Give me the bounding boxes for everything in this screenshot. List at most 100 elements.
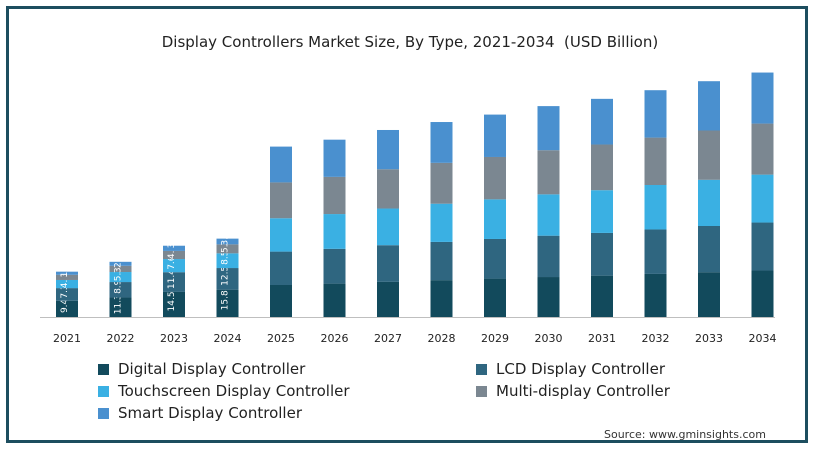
bar-segment (537, 277, 560, 317)
x-tick-label: 2022 (107, 332, 135, 345)
bar-segment (56, 279, 78, 289)
bar-segment (591, 190, 613, 233)
legend-label: LCD Display Controller (496, 360, 665, 378)
chart-frame (6, 6, 808, 443)
legend-swatch (476, 385, 487, 397)
bar-segment (377, 169, 399, 209)
bar-segment (216, 289, 239, 317)
bar-segment (484, 156, 506, 200)
data-label: 12.5 (221, 266, 231, 286)
data-label: 15.8 (221, 290, 231, 310)
bar-segment (163, 291, 185, 317)
bar-segment (430, 122, 453, 163)
bar-segment (751, 174, 774, 223)
data-label: 5.2 (221, 239, 231, 253)
data-label: 3 (167, 242, 177, 248)
data-label: 11.3 (114, 294, 124, 314)
bar-segment (109, 282, 132, 298)
bar-segment (270, 146, 292, 183)
bar-segment (537, 194, 560, 236)
bar-segment (644, 185, 667, 230)
bar-segment (216, 253, 239, 269)
bar-segment (270, 284, 292, 317)
bar-segment (698, 226, 720, 273)
bar-segment (591, 98, 613, 145)
legend-label: Digital Display Controller (118, 360, 306, 378)
bar-segment (323, 176, 346, 215)
bar-segment (537, 150, 560, 195)
legend-swatch (98, 385, 109, 397)
bar-segment (644, 90, 667, 138)
bar-segment (644, 137, 667, 186)
bar-segment (377, 208, 399, 246)
bar-segment (751, 72, 774, 124)
bar-segment (216, 238, 239, 245)
legend-swatch (98, 407, 109, 419)
bar-segment (323, 248, 346, 284)
bar-segment (163, 259, 185, 273)
legend-swatch (98, 363, 109, 375)
data-label: 14.5 (167, 291, 177, 311)
bar-segment (430, 280, 453, 317)
bar-segment (591, 275, 613, 317)
bar-segment (56, 288, 78, 301)
legend-label: Smart Display Controller (118, 404, 302, 422)
bar-segment (109, 272, 132, 283)
x-tick-label: 2027 (374, 332, 402, 345)
x-tick-label: 2023 (160, 332, 188, 345)
x-tick-label: 2024 (214, 332, 242, 345)
bar-segment (163, 245, 185, 251)
data-label: 11.4 (167, 269, 177, 289)
bar-segment (591, 144, 613, 191)
bar-segment (430, 203, 453, 242)
x-tick-label: 2029 (481, 332, 509, 345)
bar-segment (751, 222, 774, 271)
bar-segment (216, 268, 239, 290)
bar-segment (377, 245, 399, 282)
bar-segment (109, 297, 132, 317)
stacked-bar-chart: 9.47.34.731.8202111.38.95.83.62.3202214.… (40, 72, 777, 345)
bar-segment (323, 283, 346, 317)
bar-segment (270, 218, 292, 252)
bar-segment (484, 114, 506, 157)
bar-segment (698, 130, 720, 180)
legend-item-multi: Multi-display Controller (476, 382, 670, 400)
legend-label: Multi-display Controller (496, 382, 670, 400)
x-tick-label: 2021 (53, 332, 81, 345)
bar-segment (698, 272, 720, 317)
bar-segment (484, 199, 506, 239)
legend-item-lcd: LCD Display Controller (476, 360, 665, 378)
data-label: 7.6 (167, 255, 177, 270)
data-label: 2.3 (114, 254, 124, 268)
bar-segment (484, 278, 506, 317)
bar-segment (537, 235, 560, 278)
bar-segment (323, 214, 346, 249)
bar-segment (537, 106, 560, 151)
x-tick-label: 2034 (749, 332, 777, 345)
bar-segment (430, 241, 453, 281)
bar-segment (377, 129, 399, 170)
x-tick-label: 2031 (588, 332, 616, 345)
data-label: 1.8 (60, 263, 70, 278)
bar-segment (377, 281, 399, 317)
bar-segment (698, 81, 720, 131)
x-tick-label: 2030 (535, 332, 563, 345)
data-label: 4.7 (167, 245, 177, 259)
data-label: 9.4 (60, 298, 70, 313)
legend-item-digital: Digital Display Controller (98, 360, 305, 378)
bar-segment (163, 250, 185, 260)
bar-segment (56, 300, 78, 317)
bar-segment (430, 162, 453, 204)
data-label: 8.9 (114, 279, 124, 294)
x-tick-label: 2025 (267, 332, 295, 345)
bar-segment (56, 274, 78, 280)
bar-segment (751, 123, 774, 175)
bar-segment (270, 182, 292, 219)
x-tick-label: 2033 (695, 332, 723, 345)
legend-item-touchscreen: Touchscreen Display Controller (98, 382, 350, 400)
legend-swatch (476, 363, 487, 375)
bar-segment (751, 270, 774, 317)
data-label: 3.3 (221, 231, 231, 245)
bar-segment (323, 139, 346, 177)
data-label: 5.8 (114, 267, 124, 282)
